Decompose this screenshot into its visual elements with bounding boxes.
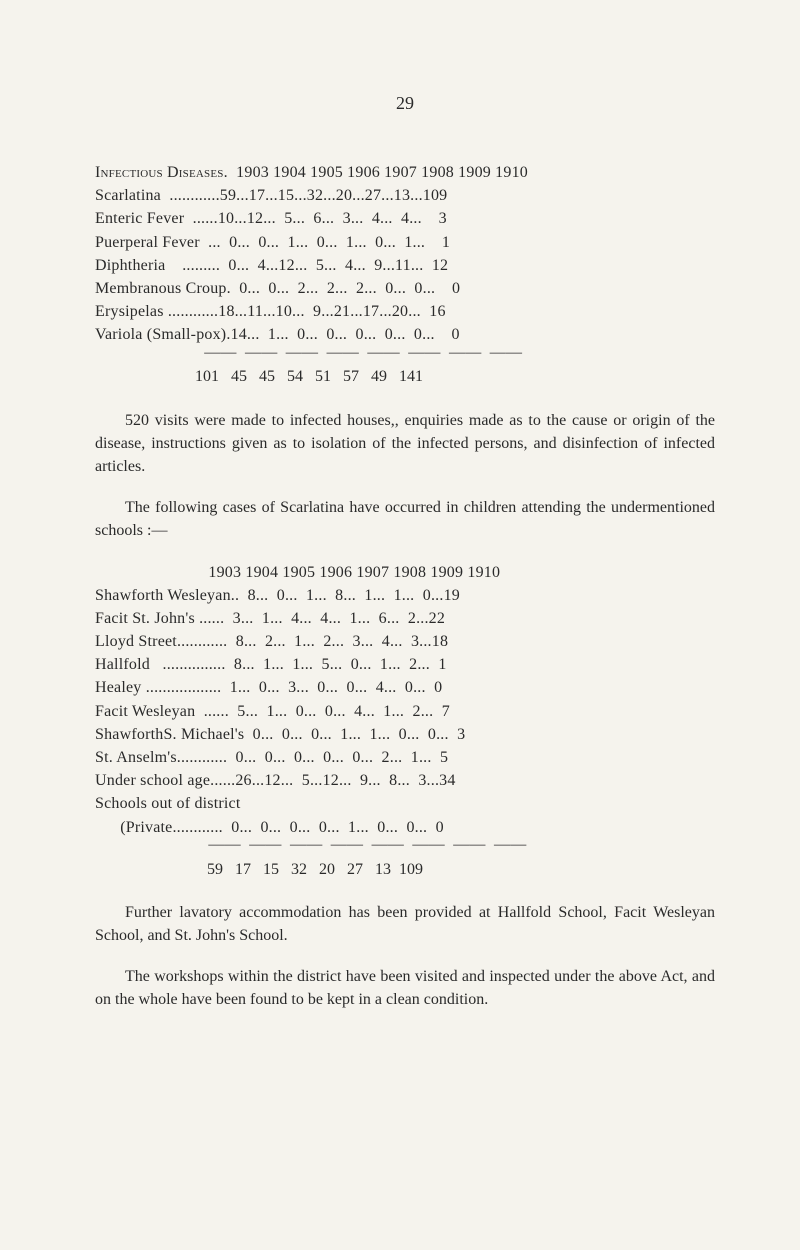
table-row: Facit Wesleyan ...... 5... 1... 0... 0..… xyxy=(95,700,715,723)
table-row: Lloyd Street............ 8... 2... 1... … xyxy=(95,630,715,653)
paragraph-lavatory: Further lavatory accommodation has been … xyxy=(95,901,715,947)
table-row: Hallfold ............... 8... 1... 1... … xyxy=(95,653,715,676)
table2-total: 59 17 15 32 20 27 13 109 xyxy=(95,858,715,881)
table-row: Scarlatina ............59...17...15...32… xyxy=(95,184,715,207)
paragraph-workshops: The workshops within the district have b… xyxy=(95,965,715,1011)
table-row: Under school age......26...12... 5...12.… xyxy=(95,769,715,792)
section-title-label: Infectious Diseases. 1903 1904 1905 1906… xyxy=(95,164,528,181)
infectious-diseases-table: Infectious Diseases. 1903 1904 1905 1906… xyxy=(95,161,715,388)
table-row: Puerperal Fever ... 0... 0... 1... 0... … xyxy=(95,231,715,254)
table-row: Erysipelas ............18...11...10... 9… xyxy=(95,300,715,323)
table-row: Schools out of district xyxy=(95,792,715,815)
table1-header: Infectious Diseases. 1903 1904 1905 1906… xyxy=(95,161,715,184)
table-row: Facit St. John's ...... 3... 1... 4... 4… xyxy=(95,607,715,630)
table-row: Enteric Fever ......10...12... 5... 6...… xyxy=(95,207,715,230)
table-row: Healey .................. 1... 0... 3...… xyxy=(95,676,715,699)
table2-rule: —— —— —— —— —— —— —— —— xyxy=(95,839,715,852)
paragraph-scarlatina-intro: The following cases of Scarlatina have o… xyxy=(95,496,715,542)
table2-header: 1903 1904 1905 1906 1907 1908 1909 1910 xyxy=(95,561,715,584)
scarlatina-table: 1903 1904 1905 1906 1907 1908 1909 1910 … xyxy=(95,561,715,881)
table1-total: 101 45 45 54 51 57 49 141 xyxy=(95,365,715,388)
document-page: 29 Infectious Diseases. 1903 1904 1905 1… xyxy=(0,0,800,1090)
page-number: 29 xyxy=(95,90,715,116)
table-row: St. Anselm's............ 0... 0... 0... … xyxy=(95,746,715,769)
paragraph-visits: 520 visits were made to infected houses,… xyxy=(95,409,715,479)
table1-rule: —— —— —— —— —— —— —— —— xyxy=(95,347,715,360)
table-row: Diphtheria ......... 0... 4...12... 5...… xyxy=(95,254,715,277)
table-row: ShawforthS. Michael's 0... 0... 0... 1..… xyxy=(95,723,715,746)
table-row: Shawforth Wesleyan.. 8... 0... 1... 8...… xyxy=(95,584,715,607)
table-row: Membranous Croup. 0... 0... 2... 2... 2.… xyxy=(95,277,715,300)
